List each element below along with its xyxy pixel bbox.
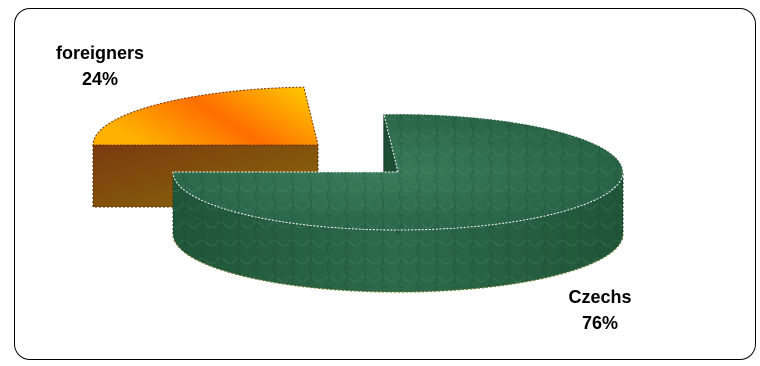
data-label-czechs: Czechs 76% bbox=[540, 284, 660, 336]
slice-percent-foreigners: 24% bbox=[81, 69, 119, 89]
slice-percent-czechs: 76% bbox=[581, 313, 619, 333]
data-label-foreigners: foreigners 24% bbox=[40, 40, 160, 92]
pie-slice-czechs bbox=[172, 113, 624, 293]
foreigners-top-face bbox=[92, 86, 319, 146]
slice-name-foreigners: foreigners bbox=[55, 43, 145, 63]
czechs-top-texture bbox=[173, 113, 623, 230]
slice-name-czechs: Czechs bbox=[568, 287, 632, 307]
czechs-bottom-edge bbox=[172, 233, 624, 293]
